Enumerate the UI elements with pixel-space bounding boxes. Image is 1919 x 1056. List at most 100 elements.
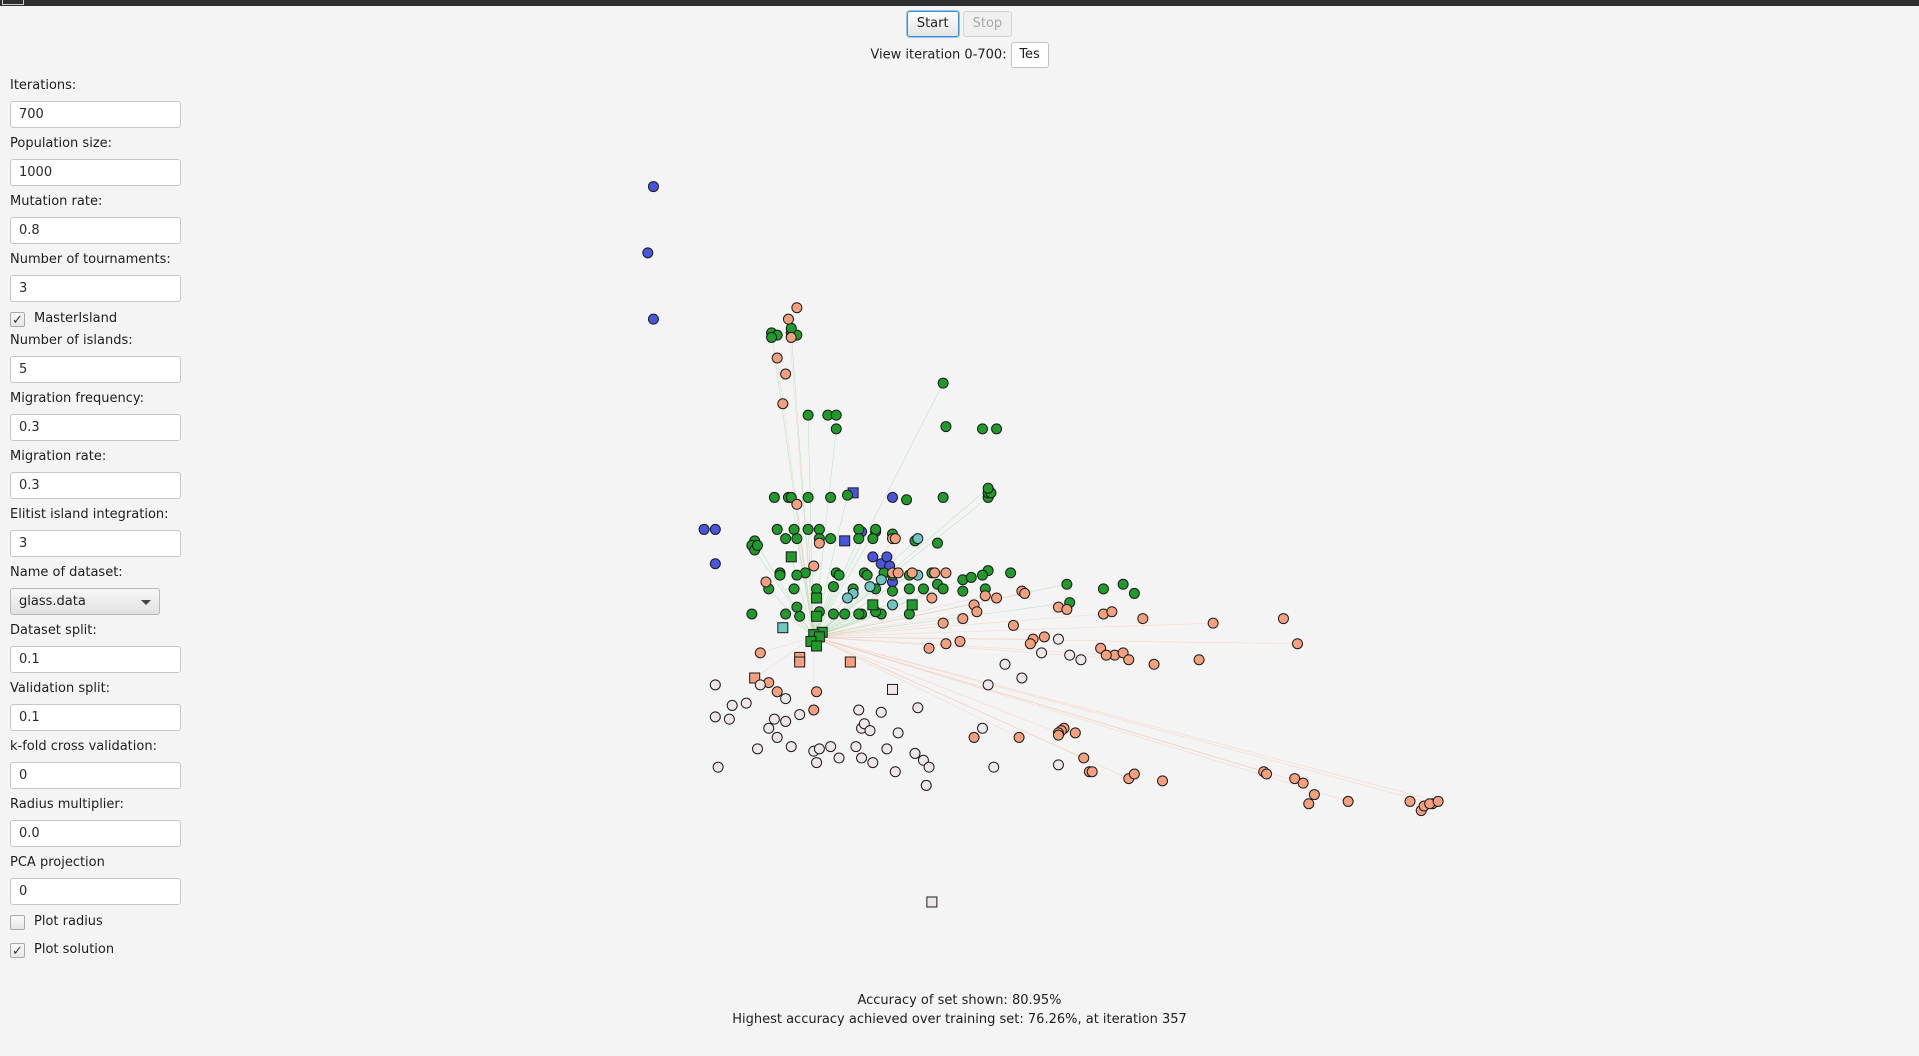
iteration-input[interactable]: Tes bbox=[1010, 42, 1049, 68]
migration-frequency-label: Migration frequency: bbox=[10, 391, 145, 406]
data-point bbox=[991, 592, 1003, 604]
data-point bbox=[1061, 578, 1073, 590]
solution-line bbox=[771, 332, 815, 637]
elitist-integration-field[interactable]: 3 bbox=[10, 530, 181, 557]
data-point bbox=[906, 599, 918, 611]
data-point bbox=[1292, 638, 1303, 650]
data-point bbox=[889, 533, 901, 545]
data-point bbox=[892, 567, 904, 579]
solution-line bbox=[813, 636, 1439, 802]
stop-button[interactable]: Stop bbox=[962, 11, 1013, 37]
data-point bbox=[991, 423, 1003, 435]
data-point bbox=[937, 617, 949, 629]
dataset-split-field[interactable]: 0.1 bbox=[10, 646, 181, 673]
data-point bbox=[988, 761, 1000, 773]
solution-line bbox=[813, 595, 986, 638]
data-point bbox=[749, 672, 761, 684]
data-point bbox=[853, 523, 865, 535]
data-point bbox=[1069, 727, 1081, 739]
data-point bbox=[968, 731, 980, 743]
data-point bbox=[740, 697, 752, 709]
data-point bbox=[811, 757, 823, 769]
data-point bbox=[746, 608, 758, 620]
master-island-label: MasterIsland bbox=[34, 311, 118, 326]
data-point bbox=[1036, 647, 1048, 659]
data-point bbox=[802, 409, 814, 421]
data-point bbox=[870, 523, 882, 535]
data-point bbox=[1193, 654, 1205, 666]
series-light-square bbox=[887, 683, 938, 908]
window-menu-icon[interactable] bbox=[2, 0, 24, 5]
dataset-dropdown[interactable]: glass.data bbox=[10, 588, 160, 615]
data-point bbox=[1432, 795, 1444, 807]
data-point bbox=[802, 491, 814, 503]
radius-multiplier-field[interactable]: 0.0 bbox=[10, 820, 181, 847]
data-point bbox=[887, 683, 898, 695]
data-point bbox=[771, 731, 783, 743]
checkmark-icon: ✓ bbox=[12, 943, 23, 959]
start-button[interactable]: Start bbox=[906, 11, 959, 37]
data-point bbox=[932, 537, 943, 549]
iteration-selector: View iteration 0-700: Tes bbox=[0, 42, 1919, 68]
plot-radius-checkbox[interactable] bbox=[10, 914, 25, 930]
solution-line bbox=[754, 540, 815, 638]
data-point bbox=[892, 727, 904, 739]
data-point bbox=[937, 583, 949, 595]
data-point bbox=[912, 702, 924, 714]
tournaments-field[interactable]: 3 bbox=[10, 275, 181, 302]
data-point bbox=[842, 592, 853, 604]
data-point bbox=[827, 608, 839, 620]
data-point bbox=[766, 331, 778, 343]
run-controls: Start Stop bbox=[0, 11, 1919, 37]
data-point bbox=[957, 585, 969, 597]
plot-solution-checkbox[interactable]: ✓ bbox=[10, 942, 25, 959]
data-point bbox=[1013, 731, 1025, 743]
data-point bbox=[1303, 798, 1315, 810]
solution-line bbox=[768, 588, 814, 638]
master-island-checkbox[interactable]: ✓ bbox=[10, 311, 25, 328]
solution-line bbox=[813, 636, 1059, 734]
master-island-row[interactable]: ✓ MasterIsland bbox=[10, 308, 210, 330]
data-point bbox=[709, 679, 721, 691]
data-point bbox=[867, 757, 879, 769]
data-point bbox=[763, 722, 775, 734]
population-size-field[interactable]: 1000 bbox=[10, 159, 181, 186]
data-point bbox=[1005, 567, 1017, 579]
data-point bbox=[791, 498, 803, 510]
data-point bbox=[811, 686, 823, 698]
solution-line bbox=[813, 593, 1025, 638]
plot-radius-label: Plot radius bbox=[34, 914, 103, 929]
highest-accuracy-text: Highest accuracy achieved over training … bbox=[732, 1012, 1187, 1027]
data-point bbox=[1007, 619, 1019, 631]
plot-radius-row[interactable]: Plot radius bbox=[10, 911, 210, 933]
data-point bbox=[926, 592, 938, 604]
islands-field[interactable]: 5 bbox=[10, 356, 181, 383]
mutation-rate-field[interactable]: 0.8 bbox=[10, 217, 181, 244]
migration-rate-field[interactable]: 0.3 bbox=[10, 472, 181, 499]
series-salmon-square bbox=[749, 651, 856, 684]
solution-line bbox=[813, 636, 1020, 738]
settings-panel: Iterations: 700 Population size: 1000 Mu… bbox=[10, 77, 210, 961]
data-point bbox=[830, 423, 842, 435]
kfold-field[interactable]: 0 bbox=[10, 762, 181, 789]
migration-frequency-field[interactable]: 0.3 bbox=[10, 414, 181, 441]
data-point bbox=[903, 608, 915, 620]
iteration-label: View iteration 0-700: bbox=[870, 47, 1007, 63]
data-point bbox=[881, 551, 893, 563]
plot-solution-row[interactable]: ✓ Plot solution bbox=[10, 939, 210, 961]
solution-line bbox=[788, 319, 815, 637]
pca-projection-field[interactable]: 0 bbox=[10, 878, 181, 905]
solution-line bbox=[813, 529, 876, 638]
data-point bbox=[771, 686, 783, 698]
iterations-field[interactable]: 700 bbox=[10, 101, 181, 128]
data-point bbox=[856, 752, 868, 764]
data-point bbox=[889, 766, 901, 778]
solution-line bbox=[813, 622, 944, 638]
data-point bbox=[844, 656, 856, 668]
data-point bbox=[808, 704, 820, 716]
validation-split-field[interactable]: 0.1 bbox=[10, 704, 181, 731]
data-point bbox=[875, 574, 887, 586]
data-point bbox=[813, 743, 825, 755]
data-point bbox=[1404, 795, 1416, 807]
data-point bbox=[977, 569, 988, 581]
